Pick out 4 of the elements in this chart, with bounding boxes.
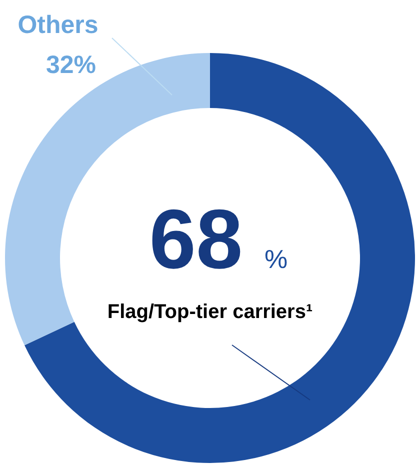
data-label: 32% bbox=[46, 51, 96, 79]
slice-label: Others bbox=[18, 11, 98, 39]
slice-label: Flag/Top-tier carriers¹ bbox=[107, 301, 313, 323]
data-label: 68 % bbox=[149, 192, 288, 286]
